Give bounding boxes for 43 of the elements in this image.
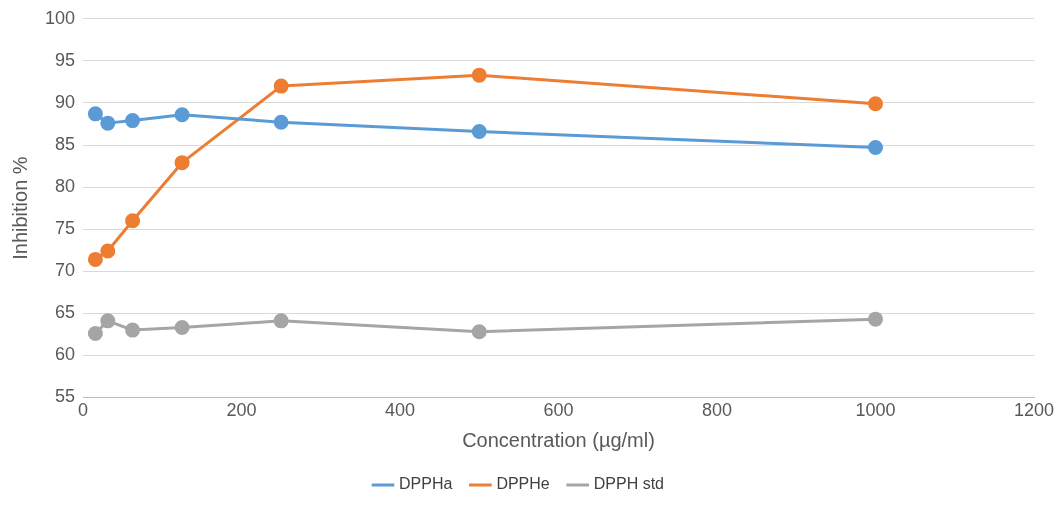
y-tick-label: 100: [44, 7, 76, 28]
point: [100, 313, 116, 329]
x-tick-label: 0: [78, 400, 89, 421]
point: [471, 124, 487, 140]
y-tick-label: 60: [55, 344, 76, 365]
y-tick-label: 70: [55, 260, 76, 281]
point: [100, 243, 116, 259]
x-tick-label: 1200: [1013, 400, 1055, 421]
y-tick-label: 80: [55, 176, 76, 197]
point: [125, 213, 141, 229]
point: [87, 325, 103, 341]
point: [868, 96, 884, 112]
point: [174, 107, 190, 123]
point: [273, 313, 289, 329]
point: [100, 115, 116, 131]
point: [471, 324, 487, 340]
point: [471, 67, 487, 83]
y-tick-label: 85: [55, 133, 76, 154]
point: [174, 155, 190, 171]
y-axis-title: Inhibition %: [8, 156, 31, 260]
x-tick-label: 200: [226, 400, 257, 421]
point: [868, 311, 884, 327]
point: [125, 113, 141, 129]
point: [87, 106, 103, 122]
y-tick-label: 95: [55, 49, 76, 70]
y-tick-label: 55: [55, 386, 76, 407]
point: [273, 78, 289, 94]
x-tick-label: 600: [543, 400, 574, 421]
y-tick-label: 65: [55, 302, 76, 323]
x-tick-label: 800: [701, 400, 733, 421]
legend-label: DPPH std: [593, 475, 664, 493]
legend-label: DPPHe: [496, 475, 550, 493]
point: [125, 322, 141, 338]
point: [273, 114, 289, 130]
x-tick-label: 400: [385, 400, 416, 421]
x-tick-label: 1000: [855, 400, 896, 421]
point: [174, 320, 190, 336]
point: [87, 251, 103, 267]
x-axis-title: Concentration (µg/ml): [462, 428, 655, 451]
y-tick-label: 75: [55, 218, 76, 239]
legend-label: DPPHa: [399, 475, 453, 493]
y-tick-label: 90: [55, 91, 76, 112]
point: [868, 140, 884, 156]
